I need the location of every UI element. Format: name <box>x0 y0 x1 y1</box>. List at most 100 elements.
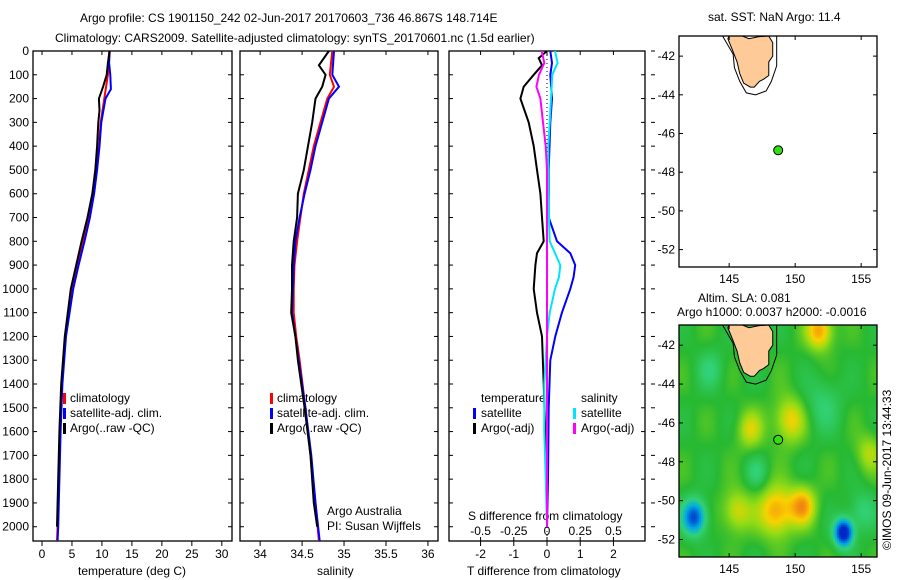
y-tick-label: 1200 <box>2 329 29 343</box>
y-tick-label: 300 <box>9 115 29 129</box>
x-tick-label: 35.5 <box>374 547 398 561</box>
shelf-contour-sla-map <box>722 324 778 385</box>
x2-label-s-diff: S difference from climatology <box>468 509 623 523</box>
legend-swatch <box>63 393 66 404</box>
tasmania-land-sla-map <box>727 324 774 377</box>
legend-t-argo: Argo(..raw -QC) <box>70 421 155 435</box>
y-tick-label: 500 <box>9 163 29 177</box>
y-tick-label: 100 <box>9 68 29 82</box>
title-line-2: Climatology: CARS2009. Satellite-adjuste… <box>55 31 535 45</box>
series-argo-raw-qc- <box>56 50 111 527</box>
map-frame-sla-map <box>678 324 878 558</box>
x-tick-label: 25 <box>185 547 199 561</box>
panel-frame-temperature <box>32 50 233 542</box>
shelf-contour-sst-map <box>722 35 778 96</box>
y-tick-label: 1900 <box>2 496 29 510</box>
y-tick-label: 1700 <box>2 448 29 462</box>
map-x-tick-label: 145 <box>719 272 739 286</box>
legend-swatch <box>270 393 273 404</box>
legend-diff-t-argo: Argo(-adj) <box>481 421 534 435</box>
annotation-pi: PI: Susan Wijffels <box>327 519 421 533</box>
series-satellite-adj-clim- <box>56 50 112 542</box>
legend-swatch <box>573 408 576 419</box>
legend-diff-t-sat: satellite <box>481 406 522 420</box>
sla-map-subtitle: Argo h1000: 0.0037 h2000: -0.0016 <box>677 305 867 319</box>
map-y-tick-label: -48 <box>658 165 676 179</box>
x-label-temperature: temperature (deg C) <box>78 564 186 578</box>
x-tick-label: 15 <box>125 547 139 561</box>
annotation-argo-australia: Argo Australia <box>327 504 402 518</box>
map-x-tick-label: 150 <box>785 272 805 286</box>
x-tick-label: 36 <box>421 547 435 561</box>
sla-map-title: Altim. SLA: 0.081 <box>698 291 791 305</box>
legend-t-sat: satellite-adj. clim. <box>70 406 162 420</box>
map-y-tick-label: -42 <box>658 49 676 63</box>
x-tick-label: 35 <box>337 547 351 561</box>
x-tick-label: 1 <box>577 547 584 561</box>
legend-diff-temp-title: temperature <box>481 391 546 405</box>
legend-diff-s-argo: Argo(-adj) <box>581 421 634 435</box>
legend-swatch <box>63 423 66 434</box>
x-label-salinity: salinity <box>317 564 354 578</box>
map-x-tick-label: 145 <box>719 562 739 576</box>
y-tick-label: 1000 <box>2 282 29 296</box>
map-y-tick-label: -46 <box>658 416 676 430</box>
map-y-tick-label: -50 <box>658 204 676 218</box>
x2-tick-label: 0.5 <box>605 524 622 538</box>
x-tick-label: 20 <box>155 547 169 561</box>
y-tick-label: 400 <box>9 139 29 153</box>
panel-frame-salinity <box>239 50 439 542</box>
x2-tick-label: -0.25 <box>500 524 528 538</box>
map-y-tick-label: -46 <box>658 127 676 141</box>
argo-float-marker <box>773 434 784 445</box>
y-tick-label: 1300 <box>2 353 29 367</box>
y-tick-label: 1800 <box>2 472 29 486</box>
y-tick-label: 1600 <box>2 425 29 439</box>
y-tick-label: 700 <box>9 211 29 225</box>
x-tick-label: 2 <box>610 547 617 561</box>
map-x-tick-label: 155 <box>851 272 871 286</box>
title-line-1: Argo profile: CS 1901150_242 02-Jun-2017… <box>80 11 497 25</box>
series-salinity-argo-adj- <box>535 50 548 527</box>
x-tick-label: -1 <box>508 547 519 561</box>
legend-swatch <box>473 408 476 419</box>
y-tick-label: 800 <box>9 234 29 248</box>
series-argo-raw-qc- <box>290 50 330 527</box>
tasmania-land-sst-map <box>727 35 774 88</box>
y-tick-label: 600 <box>9 187 29 201</box>
x-tick-label: 34.5 <box>290 547 314 561</box>
x-tick-label: 5 <box>69 547 76 561</box>
map-y-tick-label: -52 <box>658 243 676 257</box>
map-y-tick-label: -52 <box>658 533 676 547</box>
x2-tick-label: -0.5 <box>470 524 491 538</box>
y-tick-label: 1100 <box>3 306 29 320</box>
legend-s-clim: climatology <box>277 391 337 405</box>
y-tick-label: 200 <box>9 92 29 106</box>
series-temperature-argo-adj- <box>519 50 548 527</box>
x-label-t-diff: T difference from climatology <box>467 564 621 578</box>
x2-tick-label: 0 <box>544 524 551 538</box>
x2-tick-label: 0.25 <box>569 524 593 538</box>
legend-diff-sal-title: salinity <box>581 391 618 405</box>
legend-s-argo: Argo(..raw -QC) <box>277 421 362 435</box>
y-tick-label: 1500 <box>2 401 29 415</box>
legend-swatch <box>573 423 576 434</box>
legend-swatch <box>270 408 273 419</box>
y-tick-label: 2000 <box>2 520 29 534</box>
x-tick-label: 0 <box>544 547 551 561</box>
map-y-tick-label: -50 <box>658 494 676 508</box>
x-tick-label: 0 <box>39 547 46 561</box>
x-tick-label: -2 <box>475 547 486 561</box>
series-climatology <box>292 50 336 542</box>
legend-swatch <box>63 408 66 419</box>
map-y-tick-label: -48 <box>658 455 676 469</box>
legend-swatch <box>473 423 476 434</box>
series-temperature-satellite <box>546 50 577 527</box>
x-tick-label: 30 <box>215 547 229 561</box>
legend-swatch <box>270 423 273 434</box>
map-x-tick-label: 155 <box>851 562 871 576</box>
y-tick-label: 0 <box>22 44 29 58</box>
map-y-tick-label: -44 <box>658 88 676 102</box>
